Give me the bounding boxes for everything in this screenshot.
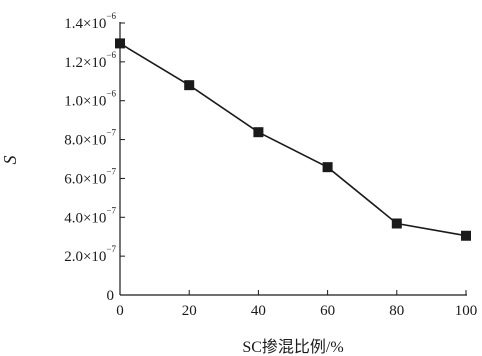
x-tick-label: 0 (116, 303, 124, 319)
data-markers (115, 38, 471, 241)
y-tick-labels: 0 2.0×10−7 4.0×10−7 6.0×10−7 8.0×10−7 1.0×10−… (64, 11, 116, 304)
axes (119, 22, 467, 296)
x-tick-label: 60 (320, 303, 335, 319)
x-tick-labels: 0 20 40 60 80 100 (116, 303, 477, 319)
data-point-marker (322, 162, 333, 173)
data-point-marker (391, 218, 402, 229)
y-tick-label: 6.0×10−7 (64, 166, 116, 187)
x-axis-label: SC掺混比例/% (242, 338, 343, 356)
y-tick-label: 1.4×10−6 (64, 11, 116, 32)
series-line (119, 42, 467, 237)
y-tick-label: 1.0×10−6 (64, 89, 116, 110)
data-point-marker (184, 80, 195, 91)
y-tick-label: 8.0×10−7 (64, 128, 116, 149)
x-tick-label: 20 (182, 303, 197, 319)
y-tick-label: 0 (107, 288, 115, 304)
data-point-marker (253, 127, 264, 138)
y-axis-label: S (0, 156, 20, 165)
x-tick-label: 100 (455, 303, 478, 319)
y-tick-label: 2.0×10−7 (64, 244, 116, 265)
series-polyline (119, 42, 467, 237)
data-point-marker (115, 38, 125, 49)
y-tick-label: 4.0×10−7 (64, 205, 116, 226)
data-point-marker (461, 230, 471, 241)
x-tick-label: 40 (251, 303, 266, 319)
y-tick-label: 1.2×10−6 (64, 50, 116, 71)
x-tick-label: 80 (389, 303, 404, 319)
